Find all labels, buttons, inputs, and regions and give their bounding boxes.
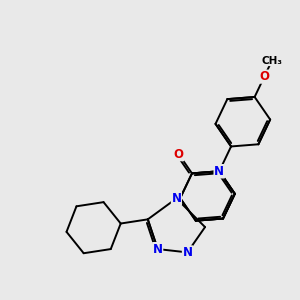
Text: CH₃: CH₃ — [261, 56, 282, 66]
Text: N: N — [153, 243, 163, 256]
Text: N: N — [171, 192, 182, 205]
Text: N: N — [214, 165, 224, 178]
Text: O: O — [259, 70, 269, 83]
Text: O: O — [174, 148, 184, 161]
Text: N: N — [214, 165, 224, 178]
Text: N: N — [182, 246, 192, 259]
